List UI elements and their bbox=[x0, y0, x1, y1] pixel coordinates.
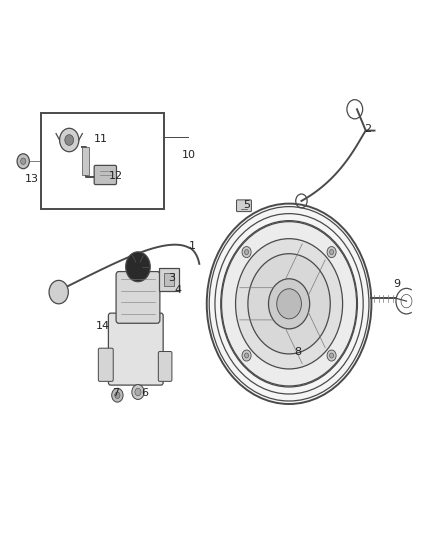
Circle shape bbox=[222, 222, 357, 386]
Circle shape bbox=[21, 158, 26, 164]
Circle shape bbox=[277, 289, 301, 319]
FancyBboxPatch shape bbox=[159, 268, 179, 291]
Circle shape bbox=[112, 389, 123, 402]
Circle shape bbox=[329, 249, 334, 255]
FancyBboxPatch shape bbox=[94, 165, 117, 184]
Text: 14: 14 bbox=[96, 321, 110, 331]
Circle shape bbox=[132, 385, 144, 400]
Circle shape bbox=[115, 392, 120, 399]
Circle shape bbox=[135, 389, 141, 395]
Circle shape bbox=[242, 350, 251, 361]
Text: 3: 3 bbox=[169, 273, 176, 283]
Text: 6: 6 bbox=[141, 389, 148, 398]
Circle shape bbox=[329, 353, 334, 358]
Text: 1: 1 bbox=[189, 241, 196, 251]
FancyBboxPatch shape bbox=[82, 147, 89, 175]
Text: 12: 12 bbox=[109, 171, 123, 181]
Text: 2: 2 bbox=[364, 124, 371, 134]
Text: 7: 7 bbox=[113, 389, 120, 398]
Circle shape bbox=[327, 247, 336, 257]
Circle shape bbox=[60, 128, 79, 152]
Circle shape bbox=[126, 252, 150, 281]
Text: 4: 4 bbox=[175, 286, 182, 295]
Circle shape bbox=[49, 280, 68, 304]
Text: 8: 8 bbox=[294, 347, 301, 357]
Circle shape bbox=[268, 279, 310, 329]
Circle shape bbox=[207, 204, 371, 404]
FancyBboxPatch shape bbox=[158, 352, 172, 382]
Circle shape bbox=[327, 350, 336, 361]
Circle shape bbox=[17, 154, 29, 169]
Text: 5: 5 bbox=[244, 200, 251, 209]
Text: 10: 10 bbox=[181, 150, 195, 159]
Text: 9: 9 bbox=[393, 279, 400, 288]
FancyBboxPatch shape bbox=[109, 313, 163, 385]
Bar bbox=[164, 273, 174, 286]
FancyBboxPatch shape bbox=[237, 200, 251, 212]
FancyBboxPatch shape bbox=[116, 272, 160, 323]
Circle shape bbox=[244, 249, 249, 255]
Circle shape bbox=[236, 239, 343, 369]
Bar bbox=[41, 113, 164, 209]
Text: 13: 13 bbox=[25, 174, 39, 183]
Circle shape bbox=[65, 135, 74, 146]
Circle shape bbox=[244, 353, 249, 358]
Circle shape bbox=[242, 247, 251, 257]
Text: 11: 11 bbox=[94, 134, 108, 143]
Circle shape bbox=[248, 254, 330, 354]
FancyBboxPatch shape bbox=[98, 348, 113, 382]
